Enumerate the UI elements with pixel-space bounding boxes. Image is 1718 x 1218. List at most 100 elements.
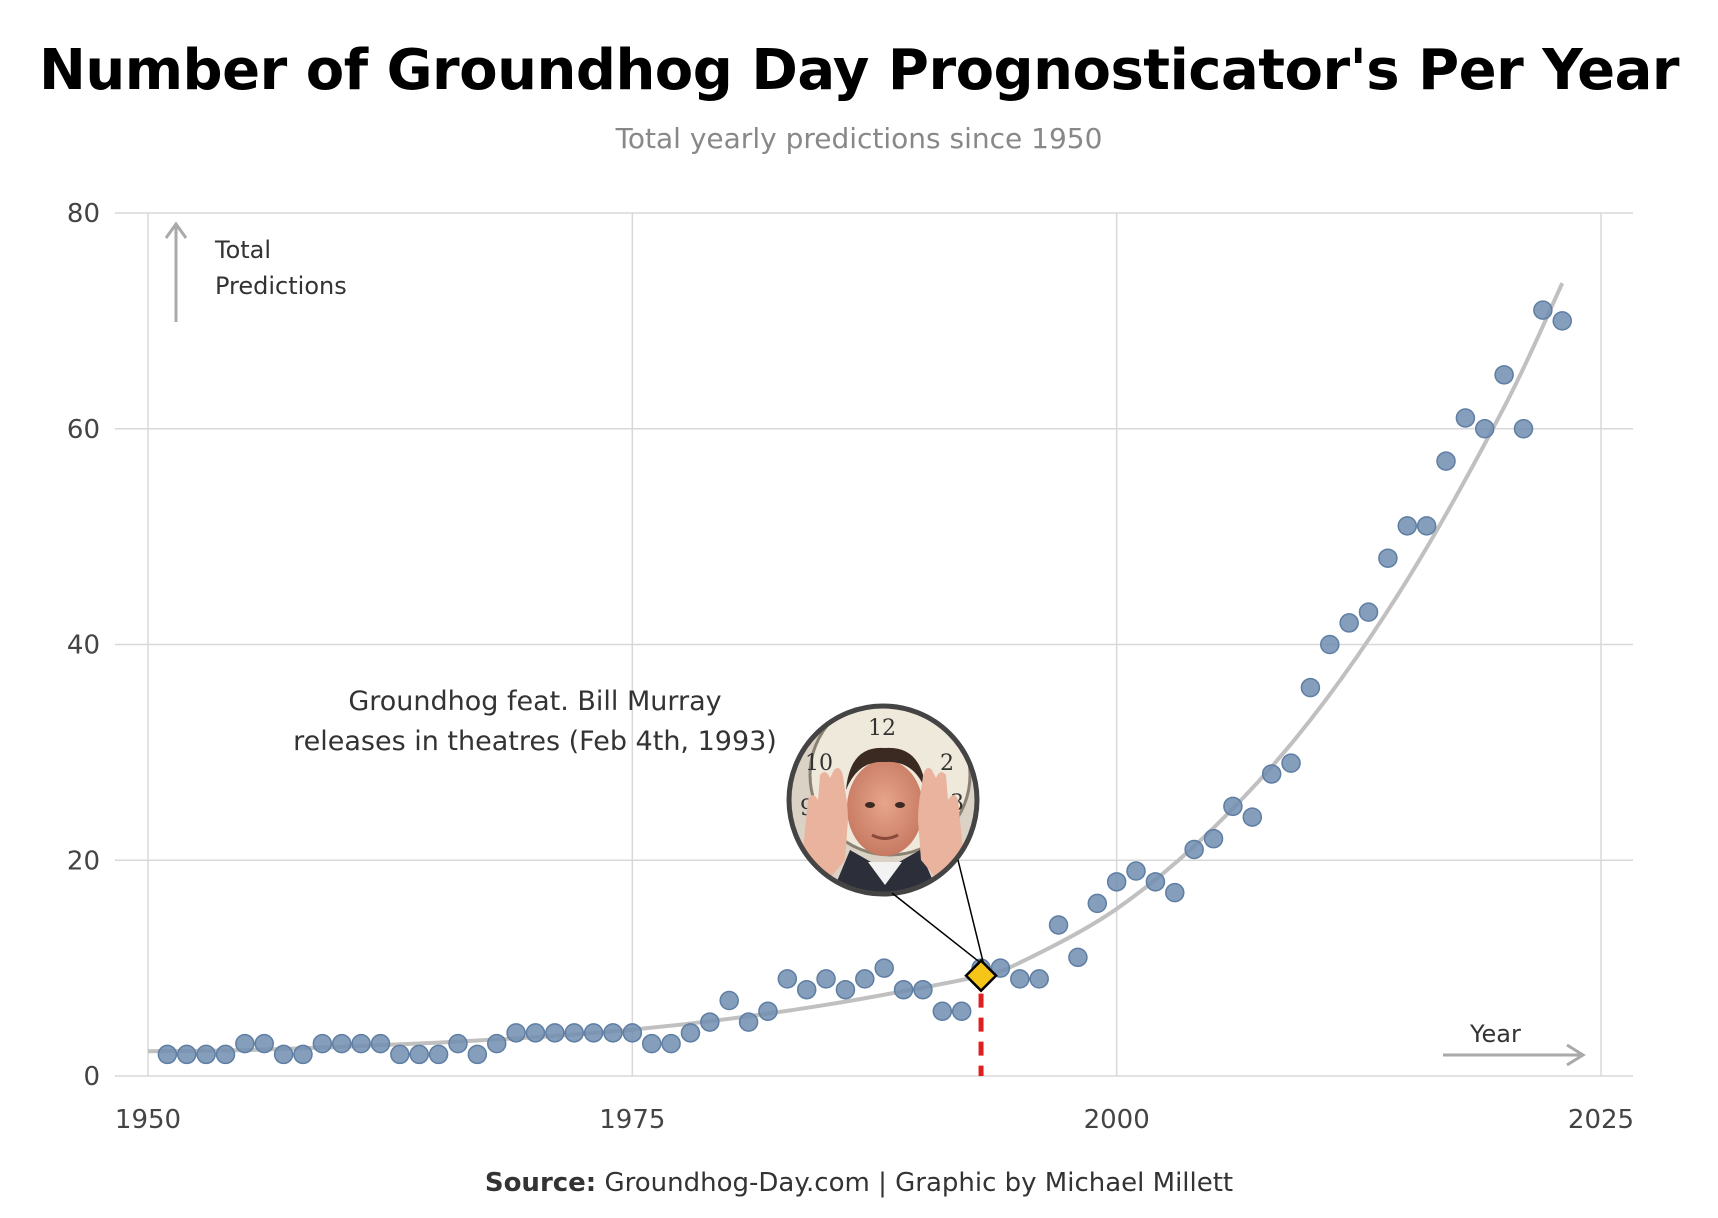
x-tick-label: 1950	[115, 1105, 181, 1135]
axes: 0 20 40 60 80 1950 1975 2000 2025	[67, 199, 1634, 1135]
data-point	[215, 1044, 236, 1065]
annotation: Groundhog feat. Bill Murray releases in …	[293, 686, 777, 757]
data-point	[855, 969, 875, 989]
data-point	[777, 969, 798, 989]
y-tick-label: 0	[83, 1062, 100, 1092]
y-axis-label-line-2: Predictions	[215, 272, 347, 300]
data-point	[1436, 451, 1456, 471]
data-point	[758, 1001, 778, 1022]
data-point	[157, 1044, 178, 1065]
chart-title: Number of Groundhog Day Prognosticator's…	[38, 38, 1680, 103]
data-point	[331, 1033, 352, 1054]
data-point	[525, 1023, 546, 1043]
source-credit: Source: Groundhog-Day.com | Graphic by M…	[0, 1168, 1718, 1198]
data-point	[1475, 419, 1495, 439]
data-point	[1552, 311, 1573, 331]
highlight-diamond	[964, 958, 998, 993]
data-point	[1533, 300, 1553, 320]
data-point	[874, 958, 894, 978]
x-tick-label: 2025	[1568, 1105, 1634, 1135]
data-point	[1494, 365, 1514, 385]
svg-text:2: 2	[940, 751, 954, 776]
svg-text:12: 12	[868, 716, 896, 741]
data-point	[467, 1044, 488, 1065]
data-point	[1358, 602, 1379, 622]
data-point	[1416, 516, 1437, 536]
data-point	[448, 1033, 468, 1054]
data-point	[176, 1044, 197, 1065]
data-point	[254, 1033, 274, 1054]
data-point	[1165, 882, 1185, 903]
data-point	[641, 1033, 662, 1054]
data-point	[913, 979, 933, 1000]
data-point	[428, 1044, 449, 1065]
data-point	[1145, 872, 1166, 892]
data-point	[1203, 828, 1224, 849]
callout-line	[957, 859, 984, 962]
y-tick-label: 80	[67, 199, 100, 229]
data-point	[390, 1044, 410, 1065]
x-axis-label-text: Year	[1469, 1020, 1521, 1048]
y-tick-label: 60	[67, 415, 100, 445]
data-point	[235, 1033, 255, 1054]
data-point	[951, 1001, 972, 1022]
data-point	[661, 1033, 681, 1054]
data-point	[622, 1023, 643, 1043]
data-point	[603, 1023, 623, 1043]
bill-murray-photo: 12 2 3 4 10 9	[786, 703, 980, 897]
data-point	[990, 958, 1011, 978]
data-point	[835, 979, 856, 1000]
source-text: Groundhog-Day.com | Graphic by Michael M…	[596, 1168, 1234, 1198]
data-point	[932, 1001, 953, 1022]
y-tick-label: 20	[67, 846, 100, 876]
x-axis-label: Year	[1443, 1020, 1586, 1067]
data-point	[893, 979, 914, 1000]
data-point	[312, 1033, 333, 1054]
data-point	[1320, 634, 1340, 655]
grid	[115, 212, 1633, 1077]
y-tick-label: 40	[67, 631, 100, 661]
data-point	[1397, 516, 1418, 536]
data-point	[1126, 861, 1146, 881]
annotation-line-2: releases in theatres (Feb 4th, 1993)	[293, 726, 777, 757]
data-point	[1513, 419, 1534, 439]
svg-text:10: 10	[805, 751, 833, 776]
data-point	[1300, 677, 1321, 698]
data-point	[1048, 915, 1069, 935]
data-point	[1106, 872, 1127, 892]
data-point	[370, 1033, 391, 1054]
x-tick-label: 2000	[1084, 1105, 1150, 1135]
data-point	[409, 1044, 429, 1065]
data-point	[1378, 548, 1398, 568]
callout-layer	[891, 859, 984, 963]
callout-line	[891, 892, 980, 963]
data-point	[1087, 893, 1108, 914]
data-point	[564, 1023, 584, 1043]
data-point	[506, 1023, 526, 1043]
data-point	[196, 1044, 216, 1065]
trend-layer	[147, 282, 1565, 1054]
data-point	[1455, 408, 1476, 428]
data-point	[545, 1023, 565, 1043]
y-axis-label: Total Predictions	[164, 221, 347, 322]
data-point	[1281, 753, 1301, 773]
source-label: Source:	[484, 1168, 597, 1198]
data-point	[1184, 839, 1204, 860]
data-point	[796, 979, 817, 1000]
annotation-line-1: Groundhog feat. Bill Murray	[348, 686, 721, 717]
data-point	[293, 1044, 313, 1065]
chart-subtitle: Total yearly predictions since 1950	[615, 122, 1103, 155]
data-point	[1223, 796, 1243, 817]
data-point	[486, 1033, 507, 1054]
data-point	[583, 1023, 604, 1043]
data-point	[738, 1012, 759, 1032]
data-point	[1242, 807, 1263, 827]
data-point	[351, 1033, 371, 1054]
trend-line	[147, 282, 1565, 1054]
data-point	[1261, 764, 1282, 784]
data-point	[816, 969, 836, 989]
data-point	[719, 990, 739, 1011]
data-point	[680, 1023, 701, 1043]
x-tick-label: 1975	[599, 1105, 665, 1135]
